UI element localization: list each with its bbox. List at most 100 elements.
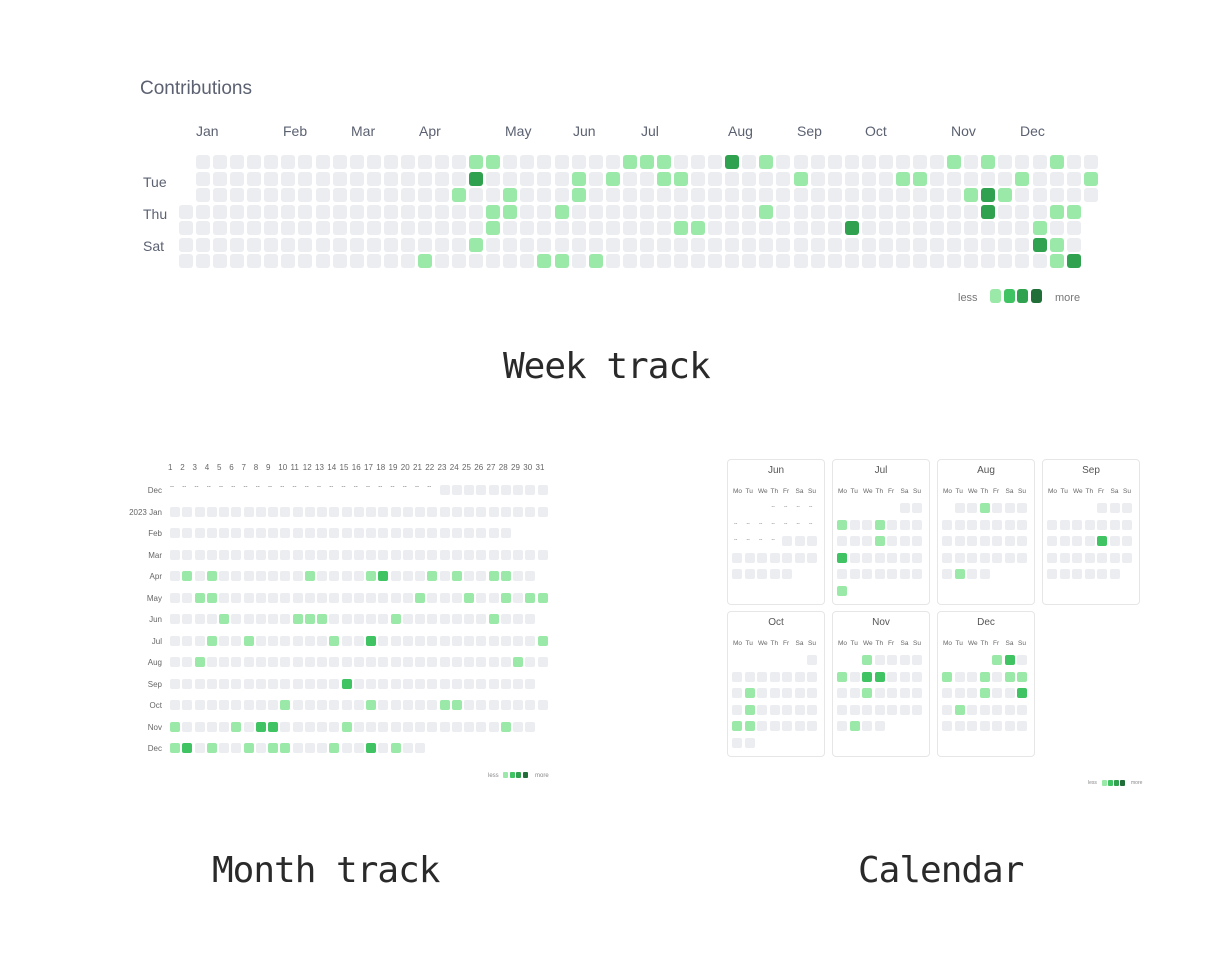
- calendar-day-cell[interactable]: [874, 688, 885, 698]
- week-day-cell[interactable]: [861, 155, 876, 169]
- week-day-cell[interactable]: [213, 254, 228, 268]
- week-day-cell[interactable]: [708, 171, 723, 186]
- calendar-day-cell[interactable]: [732, 552, 742, 563]
- calendar-day-cell[interactable]: [1059, 552, 1070, 563]
- calendar-day-cell[interactable]: [979, 688, 990, 698]
- week-day-cell[interactable]: [247, 171, 262, 186]
- month-day-cell[interactable]: [525, 485, 536, 495]
- month-day-cell[interactable]: [292, 571, 303, 581]
- month-day-cell[interactable]: [378, 614, 389, 624]
- week-day-cell[interactable]: [349, 188, 364, 202]
- month-day-cell[interactable]: [304, 657, 315, 667]
- calendar-day-cell[interactable]: [979, 721, 990, 731]
- week-day-cell[interactable]: [964, 254, 979, 268]
- month-day-cell[interactable]: [329, 506, 340, 517]
- week-day-cell[interactable]: [230, 237, 245, 252]
- week-day-cell[interactable]: [930, 188, 945, 202]
- calendar-day-cell[interactable]: [807, 721, 817, 731]
- week-day-cell[interactable]: [230, 171, 245, 186]
- calendar-day-cell[interactable]: [979, 704, 990, 715]
- month-day-cell[interactable]: [329, 743, 340, 753]
- calendar-day-cell[interactable]: [1004, 655, 1015, 665]
- calendar-day-cell[interactable]: [1004, 519, 1015, 530]
- calendar-day-cell[interactable]: [1109, 552, 1120, 563]
- month-day-cell[interactable]: [500, 700, 511, 710]
- month-day-cell[interactable]: [182, 506, 193, 517]
- week-day-cell[interactable]: [588, 188, 603, 202]
- month-day-cell[interactable]: [488, 700, 499, 710]
- calendar-day-cell[interactable]: [732, 704, 742, 715]
- calendar-day-cell[interactable]: [769, 721, 780, 731]
- week-day-cell[interactable]: [656, 254, 671, 268]
- month-day-cell[interactable]: [464, 678, 474, 689]
- month-day-cell[interactable]: [255, 592, 266, 603]
- week-day-cell[interactable]: [776, 221, 791, 235]
- week-day-cell[interactable]: [810, 221, 825, 235]
- week-day-cell[interactable]: [981, 188, 996, 202]
- week-day-cell[interactable]: [913, 204, 927, 219]
- week-day-cell[interactable]: [366, 237, 381, 252]
- calendar-day-cell[interactable]: [807, 688, 817, 698]
- calendar-day-cell[interactable]: [837, 671, 847, 682]
- calendar-day-cell[interactable]: [1017, 655, 1027, 665]
- week-day-cell[interactable]: [639, 254, 654, 268]
- month-day-cell[interactable]: [317, 743, 327, 753]
- week-day-cell[interactable]: [656, 221, 671, 235]
- month-day-cell[interactable]: [182, 592, 193, 603]
- week-day-cell[interactable]: [622, 254, 637, 268]
- week-day-cell[interactable]: [605, 155, 620, 169]
- month-day-cell[interactable]: [402, 678, 413, 689]
- week-day-cell[interactable]: [503, 237, 518, 252]
- month-day-cell[interactable]: [415, 700, 425, 710]
- month-day-cell[interactable]: [170, 700, 180, 710]
- calendar-day-cell[interactable]: [1097, 519, 1107, 530]
- week-day-cell[interactable]: [844, 155, 859, 169]
- month-day-cell[interactable]: [537, 657, 548, 667]
- week-day-cell[interactable]: [981, 204, 996, 219]
- week-day-cell[interactable]: [281, 204, 296, 219]
- month-day-cell[interactable]: [513, 592, 523, 603]
- week-day-cell[interactable]: [417, 171, 432, 186]
- week-day-cell[interactable]: [776, 204, 791, 219]
- week-day-cell[interactable]: [400, 254, 415, 268]
- week-day-cell[interactable]: [588, 155, 603, 169]
- week-day-cell[interactable]: [247, 188, 262, 202]
- month-day-cell[interactable]: [415, 549, 425, 560]
- calendar-day-cell[interactable]: [1017, 536, 1027, 546]
- week-day-cell[interactable]: [435, 204, 450, 219]
- week-day-cell[interactable]: [520, 254, 535, 268]
- calendar-day-cell[interactable]: [899, 519, 910, 530]
- month-day-cell[interactable]: [415, 635, 425, 646]
- week-day-cell[interactable]: [400, 204, 415, 219]
- week-day-cell[interactable]: [895, 254, 910, 268]
- calendar-day-cell[interactable]: [1017, 721, 1027, 731]
- week-day-cell[interactable]: [981, 254, 996, 268]
- month-day-cell[interactable]: [500, 721, 511, 732]
- calendar-day-cell[interactable]: [849, 704, 860, 715]
- calendar-day-cell[interactable]: [1004, 503, 1015, 513]
- week-day-cell[interactable]: [196, 204, 211, 219]
- week-day-cell[interactable]: [708, 155, 723, 169]
- month-day-cell[interactable]: [194, 743, 205, 753]
- week-day-cell[interactable]: [452, 171, 467, 186]
- week-day-cell[interactable]: [588, 204, 603, 219]
- week-day-cell[interactable]: [913, 155, 927, 169]
- month-day-cell[interactable]: [219, 678, 229, 689]
- week-day-cell[interactable]: [435, 237, 450, 252]
- week-day-cell[interactable]: [1015, 204, 1030, 219]
- month-day-cell[interactable]: [488, 678, 499, 689]
- week-day-cell[interactable]: [605, 237, 620, 252]
- calendar-day-cell[interactable]: [757, 688, 767, 698]
- week-day-cell[interactable]: [964, 237, 979, 252]
- calendar-day-cell[interactable]: [887, 671, 897, 682]
- week-day-cell[interactable]: [486, 204, 501, 219]
- week-day-cell[interactable]: [452, 155, 467, 169]
- week-day-cell[interactable]: [1066, 155, 1081, 169]
- month-day-cell[interactable]: [488, 549, 499, 560]
- week-day-cell[interactable]: [827, 204, 842, 219]
- week-day-cell[interactable]: [315, 254, 330, 268]
- month-day-cell[interactable]: [255, 571, 266, 581]
- month-day-cell[interactable]: [525, 657, 536, 667]
- week-day-cell[interactable]: [486, 254, 501, 268]
- week-day-cell[interactable]: [417, 155, 432, 169]
